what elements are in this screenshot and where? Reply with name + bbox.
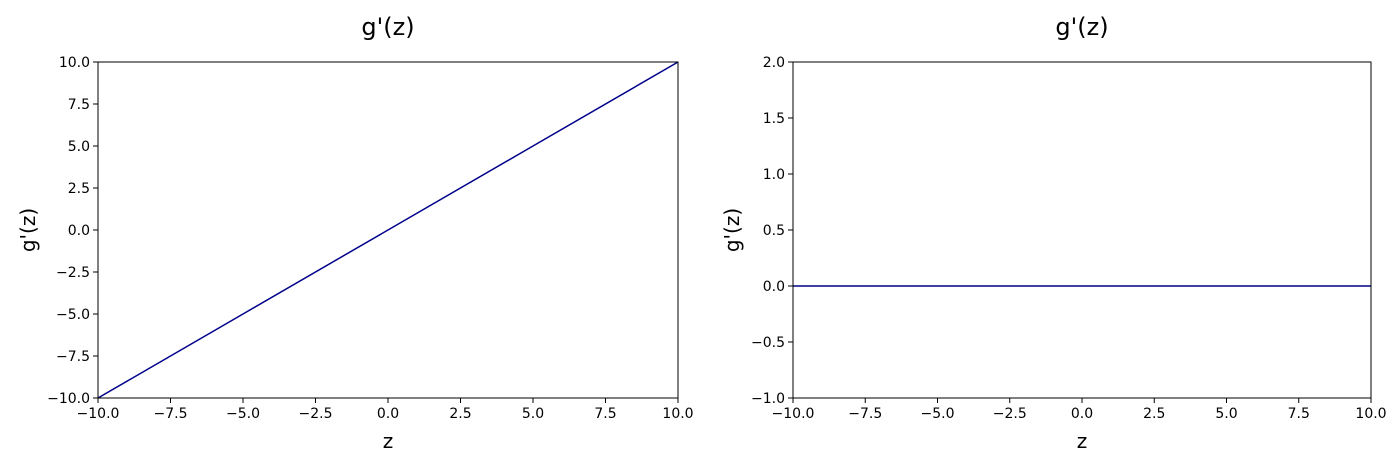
x-tick-label: −10.0 bbox=[77, 406, 120, 422]
chart-left: g'(z) z g'(z) −10.0 −7.5 −5.0 −2.5 0.0 2.5 5.0… bbox=[16, 13, 694, 453]
plot-frame bbox=[792, 61, 1372, 399]
y-tick-label: −5.0 bbox=[56, 307, 90, 323]
x-tick-label: 0.0 bbox=[1071, 406, 1093, 422]
chart-title: g'(z) bbox=[361, 13, 414, 41]
y-tick-label: −10.0 bbox=[47, 391, 90, 407]
x-tick-label: −2.5 bbox=[299, 406, 333, 422]
y-tick-label: −0.5 bbox=[751, 335, 785, 351]
x-tick-label: −2.5 bbox=[993, 406, 1027, 422]
x-tick-label: 10.0 bbox=[1355, 406, 1386, 422]
x-tick-label: −10.0 bbox=[772, 406, 815, 422]
y-tick-label: 0.0 bbox=[68, 223, 90, 239]
y-tick-label: 5.0 bbox=[68, 139, 90, 155]
x-axis-label: z bbox=[383, 429, 394, 453]
x-tick-label: −7.5 bbox=[848, 406, 882, 422]
y-tick-label: −2.5 bbox=[56, 265, 90, 281]
y-tick-label: 0.0 bbox=[763, 279, 785, 295]
x-tick-label: 10.0 bbox=[662, 406, 693, 422]
y-tick-label: 2.5 bbox=[68, 181, 90, 197]
y-tick-label: 2.0 bbox=[763, 55, 785, 71]
y-tick-label: 0.5 bbox=[763, 223, 785, 239]
x-tick-label: −7.5 bbox=[154, 406, 188, 422]
x-axis-label: z bbox=[1077, 429, 1088, 453]
x-tick-label: 7.5 bbox=[1288, 406, 1310, 422]
y-tick-label: −7.5 bbox=[56, 349, 90, 365]
y-tick-label: 1.0 bbox=[763, 167, 785, 183]
chart-right: g'(z) z g'(z) −10.0 −7.5 −5.0 −2.5 0.0 2.5 5.0… bbox=[720, 13, 1387, 453]
x-tick-label: 2.5 bbox=[449, 406, 471, 422]
x-tick-label: 5.0 bbox=[522, 406, 544, 422]
x-tick-label: −5.0 bbox=[226, 406, 260, 422]
x-tick-label: 7.5 bbox=[594, 406, 616, 422]
series-line bbox=[97, 61, 679, 399]
chart-title: g'(z) bbox=[1055, 13, 1108, 41]
x-tick-label: 5.0 bbox=[1215, 406, 1237, 422]
y-axis-label: g'(z) bbox=[720, 208, 744, 252]
y-tick-label: −1.0 bbox=[751, 391, 785, 407]
y-tick-label: 1.5 bbox=[763, 111, 785, 127]
x-tick-label: −5.0 bbox=[921, 406, 955, 422]
y-tick-label: 7.5 bbox=[68, 97, 90, 113]
x-tick-label: 0.0 bbox=[377, 406, 399, 422]
y-axis-label: g'(z) bbox=[16, 208, 40, 252]
y-tick-label: 10.0 bbox=[59, 55, 90, 71]
x-tick-label: 2.5 bbox=[1143, 406, 1165, 422]
